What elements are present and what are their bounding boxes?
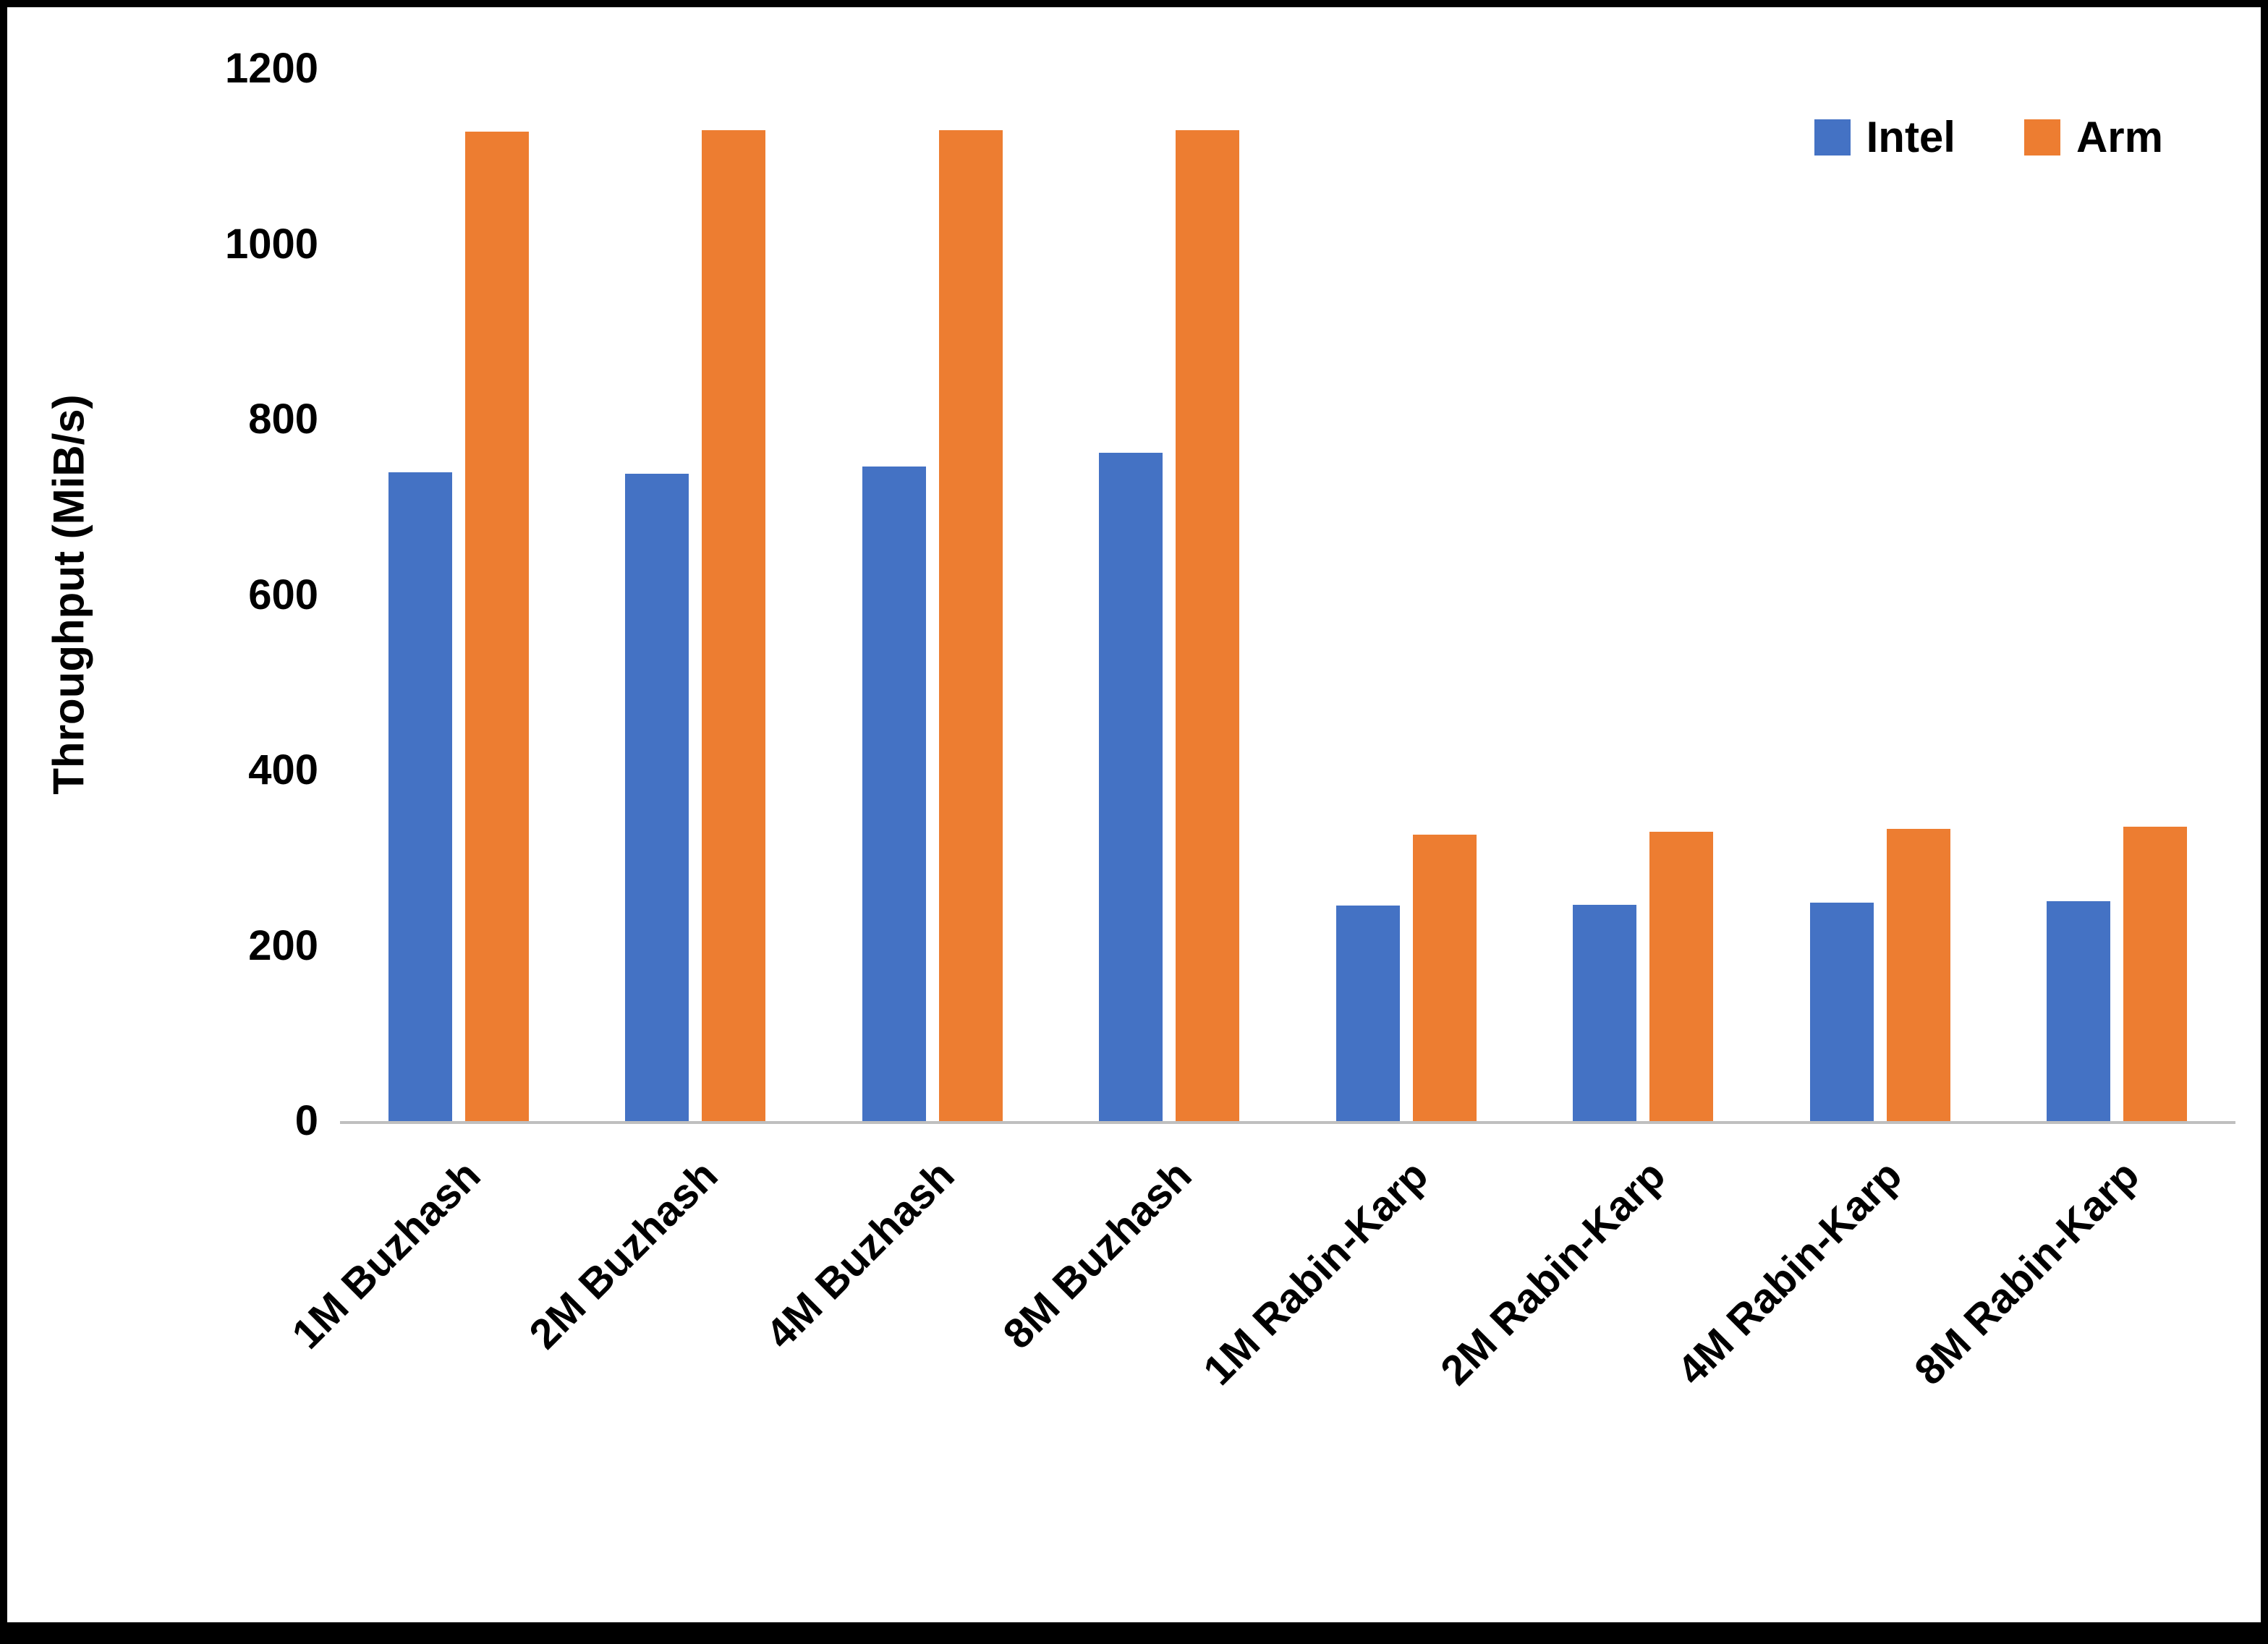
y-tick-label: 1200 [224, 45, 318, 92]
bar-group [1288, 69, 1525, 1121]
bar-group [814, 69, 1051, 1121]
y-tick-label: 200 [248, 921, 318, 969]
bar-intel [1573, 904, 1637, 1121]
legend-swatch-icon [2023, 119, 2060, 156]
bar-group [1051, 69, 1288, 1121]
bar-arm [464, 132, 529, 1121]
legend-item-intel: Intel [1814, 116, 1955, 159]
x-axis-label: 4M Buzhash [757, 1151, 964, 1358]
x-axis-label: 1M Rabin-Karp [1194, 1151, 1437, 1394]
y-tick-label: 800 [248, 396, 318, 443]
y-tick-label: 1000 [224, 220, 318, 268]
bar-arm [702, 129, 766, 1121]
y-tick-label: 0 [294, 1097, 318, 1144]
bar-group [577, 69, 815, 1121]
bar-intel [388, 472, 452, 1121]
y-axis-ticks: 0 200 400 600 800 1000 1200 [109, 48, 318, 1142]
x-axis-labels: 1M Buzhash 2M Buzhash 4M Buzhash 8M Buzhash… [284, 1139, 2235, 1486]
legend-label: Intel [1866, 113, 1955, 161]
x-axis-label: 4M Rabin-Karp [1668, 1151, 1911, 1394]
bar-intel [1335, 905, 1400, 1121]
bars-container [340, 69, 2235, 1121]
bar-arm [1176, 129, 1240, 1121]
bar-intel [625, 474, 689, 1121]
bar-arm [2123, 826, 2188, 1121]
bar-intel [2047, 900, 2111, 1121]
bar-arm [1649, 831, 1714, 1121]
bar-group [1762, 69, 1999, 1121]
y-axis-title: Throughput (MiB/s) [44, 394, 93, 795]
legend-item-arm: Arm [2023, 113, 2163, 161]
x-axis-label: 8M Rabin-Karp [1906, 1151, 2149, 1394]
bar-group [340, 69, 577, 1121]
bar-intel [862, 467, 926, 1121]
legend: Intel Arm [1814, 116, 2163, 159]
bar-arm [1412, 834, 1477, 1121]
bar-group [1525, 69, 1762, 1121]
legend-swatch-icon [1814, 119, 1851, 156]
bar-group [1999, 69, 2236, 1121]
x-axis-label: 2M Buzhash [520, 1151, 727, 1358]
x-axis-label: 8M Buzhash [994, 1151, 1201, 1358]
x-axis-label: 1M Buzhash [283, 1151, 490, 1358]
bar-arm [938, 129, 1003, 1121]
legend-label: Arm [2076, 113, 2163, 161]
bar-arm [1886, 829, 1950, 1121]
y-tick-label: 400 [248, 746, 318, 793]
bar-intel [1809, 903, 1874, 1121]
plot-area [340, 69, 2235, 1124]
x-axis-label: 2M Rabin-Karp [1432, 1151, 1675, 1394]
y-tick-label: 600 [248, 571, 318, 618]
bar-intel [1099, 453, 1163, 1121]
